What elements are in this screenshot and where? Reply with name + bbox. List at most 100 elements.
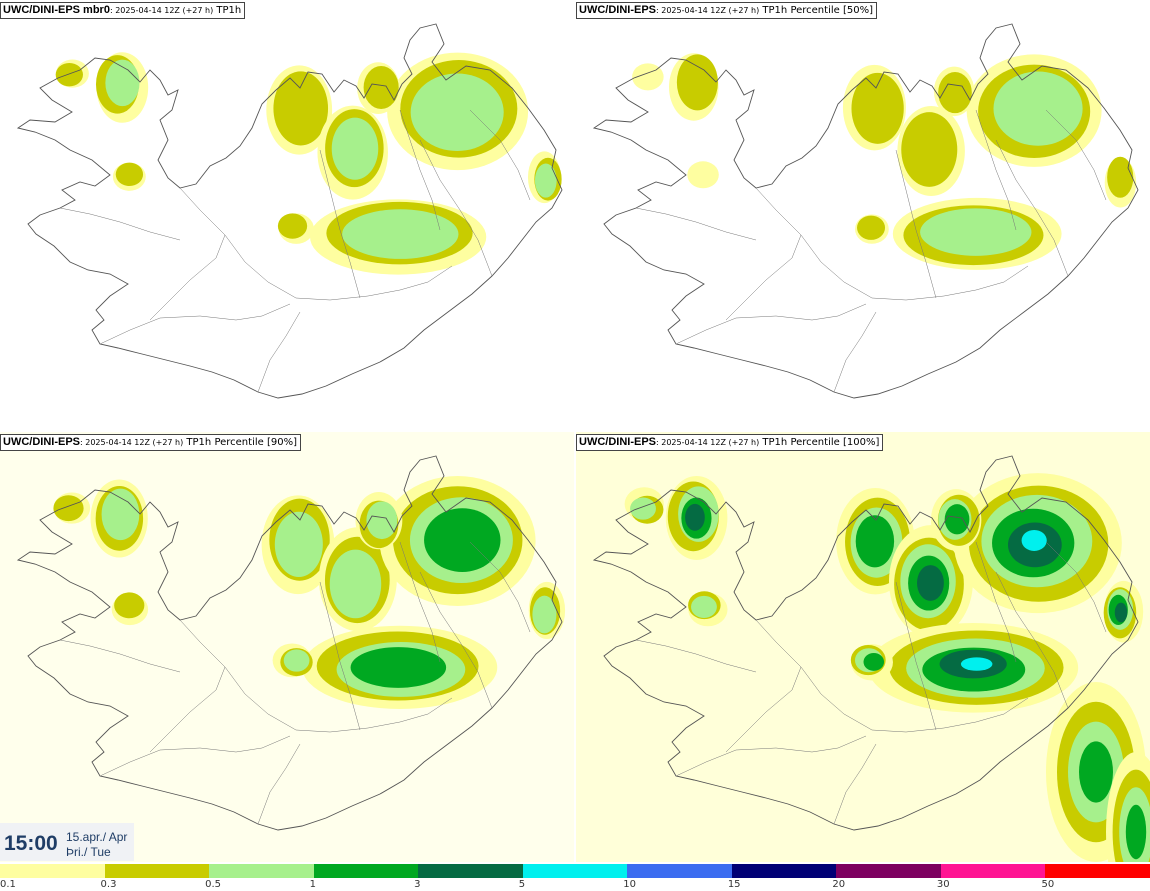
road-line xyxy=(635,207,757,241)
road-line xyxy=(99,303,291,345)
precip-contour xyxy=(960,657,993,671)
precip-contour xyxy=(920,208,1032,256)
road-line xyxy=(257,311,301,393)
precip-contour xyxy=(1107,156,1134,198)
road-line xyxy=(995,139,1069,277)
precip-contour xyxy=(855,515,895,568)
road-line xyxy=(1045,541,1107,633)
precip-contour xyxy=(366,501,398,540)
precip-contour xyxy=(331,117,379,180)
legend-swatch xyxy=(104,864,210,878)
precip-map xyxy=(592,23,1139,399)
legend-label: 30 xyxy=(936,879,950,890)
valid-weekday: Þri./ Tue xyxy=(66,845,111,859)
precip-contour xyxy=(424,508,501,572)
road-line xyxy=(833,743,877,825)
road-line xyxy=(419,571,493,709)
road-line xyxy=(755,187,1029,301)
precip-map xyxy=(16,23,563,399)
precip-contour xyxy=(350,647,447,688)
road-line xyxy=(725,666,802,753)
precip-contour xyxy=(938,72,972,114)
precip-contour xyxy=(101,488,140,541)
precip-contour xyxy=(532,595,557,634)
legend-label: 0.5 xyxy=(205,879,221,890)
legend-label: 50 xyxy=(1041,879,1055,890)
precip-contour xyxy=(993,71,1083,146)
precip-contour xyxy=(274,511,323,577)
precip-contour xyxy=(676,54,718,111)
road-line xyxy=(469,541,531,633)
road-line xyxy=(895,149,937,299)
map-panel-p90: UWC/DINI-EPS: 2025-04-14 12Z (+27 h) TP1… xyxy=(0,432,574,862)
legend-swatch xyxy=(313,864,419,878)
precip-contour xyxy=(851,72,904,144)
precip-map xyxy=(576,432,1150,862)
panel-title: UWC/DINI-EPS: 2025-04-14 12Z (+27 h) TP1… xyxy=(576,2,877,19)
road-line xyxy=(257,743,301,825)
coastline xyxy=(592,455,1139,831)
road-line xyxy=(675,303,867,345)
precip-contour xyxy=(901,112,958,187)
road-line xyxy=(399,541,441,663)
valid-time-box: 15:00 15.apr./ Apr Þri./ Tue xyxy=(0,823,134,861)
legend-label: 0.1 xyxy=(0,879,16,890)
road-line xyxy=(399,109,441,231)
legend-label: 10 xyxy=(623,879,636,890)
precip-contour xyxy=(534,163,557,198)
panel-title: UWC/DINI-EPS: 2025-04-14 12Z (+27 h) TP1… xyxy=(0,434,301,451)
legend-swatch xyxy=(418,864,524,878)
road-line xyxy=(179,187,453,301)
precip-contour xyxy=(1125,804,1147,860)
precip-contour xyxy=(105,59,140,107)
precip-contour xyxy=(685,503,705,531)
coastline xyxy=(16,23,563,399)
precip-contour xyxy=(1021,529,1047,551)
road-line xyxy=(833,311,877,393)
precip-contour xyxy=(115,162,144,187)
legend-label: 20 xyxy=(832,879,846,890)
coastline xyxy=(16,455,563,831)
precip-contour xyxy=(273,71,329,146)
legend-label: 1 xyxy=(309,879,316,890)
precip-contour xyxy=(277,213,308,239)
road-line xyxy=(895,581,937,731)
valid-date: 15.apr./ Apr xyxy=(66,830,128,844)
road-line xyxy=(99,735,291,777)
road-line xyxy=(319,581,361,731)
precip-contour xyxy=(283,649,310,672)
road-line xyxy=(179,619,453,733)
map-panel-p50: UWC/DINI-EPS: 2025-04-14 12Z (+27 h) TP1… xyxy=(576,0,1150,430)
precip-contour xyxy=(1079,741,1113,803)
map-panel-member0: UWC/DINI-EPS mbr0: 2025-04-14 12Z (+27 h… xyxy=(0,0,574,430)
precip-contour xyxy=(363,66,399,109)
panel-title: UWC/DINI-EPS mbr0: 2025-04-14 12Z (+27 h… xyxy=(0,2,246,19)
precip-contour xyxy=(630,497,656,520)
legend-swatch xyxy=(209,864,315,878)
legend-swatch xyxy=(731,864,837,878)
road-line xyxy=(319,149,361,299)
legend-swatch xyxy=(1045,864,1150,878)
road-line xyxy=(995,571,1069,709)
legend-swatch xyxy=(0,864,106,878)
road-line xyxy=(149,666,226,753)
precip-contour xyxy=(857,215,886,240)
legend-label: 3 xyxy=(414,879,421,890)
coastline xyxy=(592,23,1139,399)
valid-time-clock: 15:00 xyxy=(4,832,58,855)
road-line xyxy=(975,109,1017,231)
legend-label: 0.3 xyxy=(100,879,117,890)
legend-label: 5 xyxy=(518,879,526,890)
road-line xyxy=(149,234,226,321)
road-line xyxy=(59,207,181,241)
precip-contour xyxy=(863,652,885,671)
precip-contour xyxy=(1114,602,1128,623)
road-line xyxy=(419,139,493,277)
panel-title: UWC/DINI-EPS: 2025-04-14 12Z (+27 h) TP1… xyxy=(576,434,884,451)
road-line xyxy=(725,234,802,321)
road-line xyxy=(675,735,867,777)
legend-swatch xyxy=(836,864,942,878)
precip-map xyxy=(0,432,574,862)
road-line xyxy=(755,619,1029,733)
road-line xyxy=(59,639,181,673)
